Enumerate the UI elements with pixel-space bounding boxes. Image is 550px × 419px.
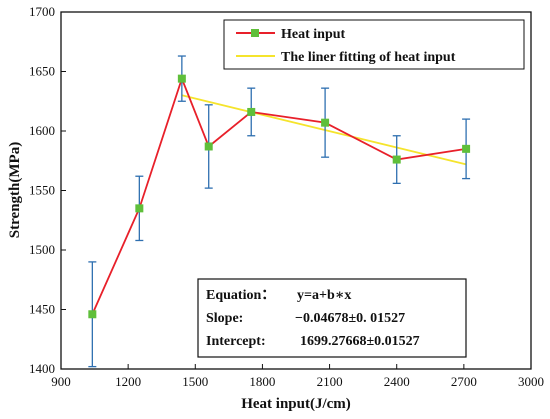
fit-line-layer [181,94,467,166]
slope-label: Slope: [206,311,243,326]
y-tick-label: 1650 [29,64,55,79]
intercept-value: 1699.27668±0.01527 [300,334,420,349]
fit-results-box: Equation： y=a+b∗x Slope: −0.04678±0. 015… [197,278,467,358]
fit-results-frame [197,278,467,358]
data-point-marker [88,310,97,319]
y-tick-label: 1400 [29,361,55,376]
x-tick-label: 900 [51,374,71,389]
slope-value: −0.04678±0. 01527 [295,311,405,326]
intercept-label: Intercept: [206,334,266,349]
x-tick-label: 2100 [317,374,343,389]
x-tick-label: 1800 [249,374,275,389]
marker-layer [88,74,471,319]
data-point-marker [247,107,256,116]
y-tick-label: 1450 [29,302,55,317]
x-axis-ticks: 900 1200 1500 1800 2100 2400 2700 3000 [51,364,544,389]
legend-box [223,19,525,70]
x-tick-label: 2400 [384,374,410,389]
y-tick-label: 1500 [29,242,55,257]
legend-label-heat-input: Heat input [281,27,346,42]
equation-label: Equation： [206,288,275,303]
y-tick-label: 1600 [29,123,55,138]
x-tick-label: 2700 [451,374,477,389]
y-axis-title: Strength(MPa) [7,142,23,238]
data-point-marker [135,204,144,213]
legend-label-fit: The liner fitting of heat input [281,50,456,65]
data-point-marker [321,118,330,127]
data-point-marker [177,74,186,83]
fit-line [181,94,467,166]
x-tick-label: 3000 [518,374,544,389]
y-tick-label: 1700 [29,4,55,19]
heat-input-line [91,75,467,315]
x-tick-label: 1500 [182,374,208,389]
data-line-layer [91,75,467,315]
data-point-marker [204,142,213,151]
equation-value: y=a+b∗x [297,288,351,303]
data-point-marker [392,155,401,164]
y-tick-label: 1550 [29,183,55,198]
legend-marker-heat-input [251,29,259,37]
y-axis-ticks: 1400 1450 1500 1550 1600 1650 1700 [29,4,66,376]
legend: Heat input The liner fitting of heat inp… [223,19,525,70]
x-axis-title: Heat input(J/cm) [241,396,351,412]
x-tick-label: 1200 [115,374,141,389]
data-point-marker [462,144,471,153]
